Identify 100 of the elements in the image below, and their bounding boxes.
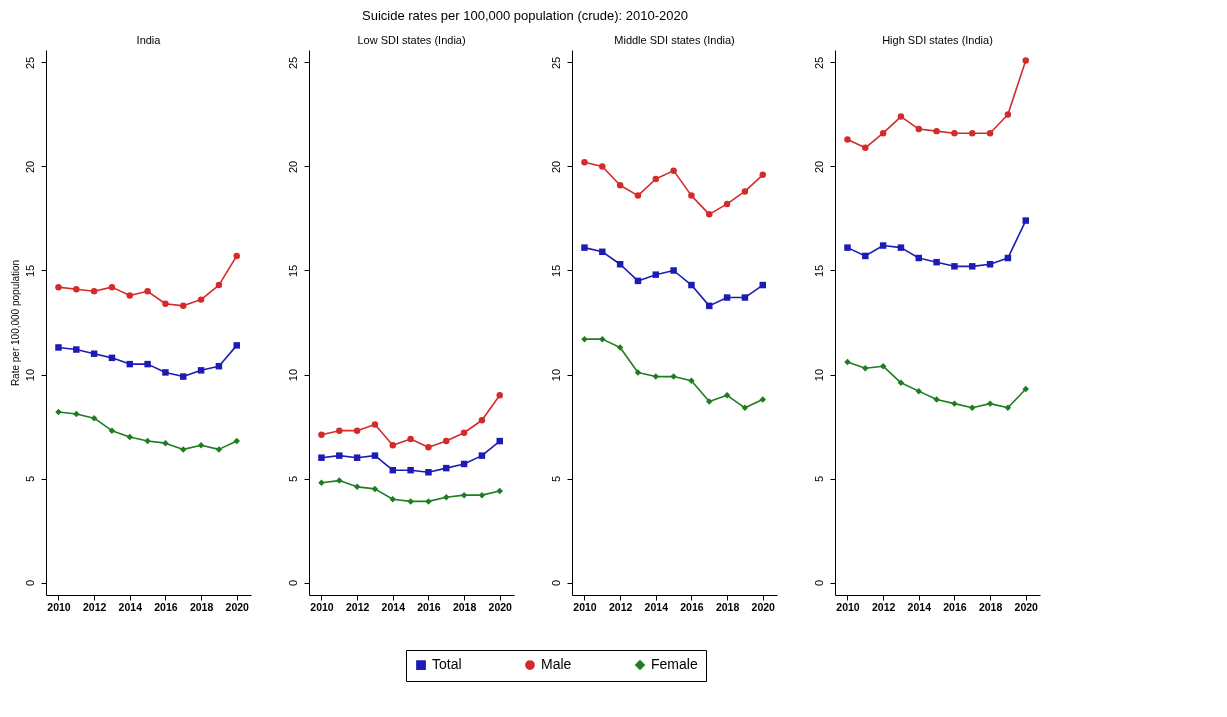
point bbox=[460, 429, 468, 436]
point bbox=[741, 188, 749, 195]
x-tick-label: 2020 bbox=[751, 600, 776, 613]
point bbox=[353, 454, 361, 461]
point bbox=[951, 400, 958, 407]
point bbox=[723, 200, 731, 208]
point bbox=[371, 421, 379, 428]
point bbox=[688, 377, 695, 384]
y-tick-label: 20 bbox=[23, 160, 36, 174]
point bbox=[1022, 385, 1029, 393]
chart-title: India bbox=[136, 34, 162, 46]
x-tick-label: 2016 bbox=[154, 600, 178, 613]
point bbox=[180, 373, 187, 380]
y-tick-label: 25 bbox=[549, 56, 562, 70]
point bbox=[233, 437, 240, 445]
x-tick-label: 2012 bbox=[608, 600, 633, 613]
point bbox=[741, 294, 749, 301]
point bbox=[915, 125, 923, 133]
point bbox=[969, 129, 976, 137]
point bbox=[616, 181, 624, 189]
y-tick-label: 10 bbox=[23, 368, 36, 382]
point bbox=[670, 267, 677, 274]
x-tick-label: 2012 bbox=[82, 600, 107, 613]
point bbox=[634, 192, 642, 199]
point bbox=[197, 296, 205, 303]
y-tick-label: 10 bbox=[812, 368, 825, 382]
legend-label: Total bbox=[432, 656, 462, 673]
point bbox=[969, 404, 976, 412]
point bbox=[126, 433, 134, 441]
point bbox=[759, 171, 766, 179]
point bbox=[897, 379, 905, 387]
point bbox=[180, 302, 187, 310]
y-tick-label: 5 bbox=[23, 475, 36, 483]
y-tick-label: 25 bbox=[23, 56, 36, 70]
x-tick-label: 2016 bbox=[943, 600, 967, 613]
point bbox=[670, 167, 677, 174]
point bbox=[318, 479, 325, 486]
point bbox=[879, 242, 887, 249]
point bbox=[986, 129, 994, 137]
point bbox=[336, 427, 343, 434]
point bbox=[389, 442, 397, 449]
point bbox=[233, 252, 240, 260]
y-tick-label: 20 bbox=[812, 160, 825, 174]
point bbox=[371, 485, 379, 493]
point bbox=[862, 252, 869, 260]
point bbox=[318, 454, 325, 461]
point bbox=[496, 392, 503, 399]
point bbox=[180, 446, 187, 453]
point bbox=[933, 127, 940, 135]
point bbox=[599, 335, 606, 343]
point bbox=[741, 404, 749, 412]
point bbox=[108, 283, 116, 291]
x-tick-label: 2016 bbox=[417, 600, 441, 613]
point bbox=[670, 373, 677, 380]
point bbox=[844, 244, 851, 251]
point bbox=[759, 396, 766, 403]
y-tick-label: 0 bbox=[286, 579, 299, 587]
point bbox=[425, 498, 432, 505]
point bbox=[897, 113, 905, 120]
point bbox=[897, 244, 905, 251]
point bbox=[353, 483, 361, 491]
point bbox=[844, 136, 851, 143]
x-tick-label: 2014 bbox=[381, 600, 406, 613]
point bbox=[581, 159, 588, 166]
y-tick-label: 15 bbox=[812, 264, 825, 278]
point bbox=[215, 281, 223, 289]
point bbox=[162, 369, 169, 376]
point bbox=[652, 271, 660, 278]
point bbox=[933, 258, 940, 266]
point bbox=[879, 129, 887, 137]
point bbox=[706, 398, 713, 405]
point bbox=[371, 452, 379, 459]
point bbox=[425, 444, 432, 451]
y-tick-label: 10 bbox=[549, 368, 562, 382]
point bbox=[581, 244, 588, 251]
x-tick-label: 2010 bbox=[836, 600, 860, 613]
point bbox=[478, 417, 486, 424]
x-tick-label: 2018 bbox=[189, 600, 214, 613]
y-tick-label: 25 bbox=[286, 56, 299, 70]
point bbox=[336, 477, 343, 484]
x-tick-label: 2016 bbox=[680, 600, 704, 613]
x-tick-label: 2012 bbox=[871, 600, 896, 613]
point bbox=[723, 392, 731, 399]
point bbox=[90, 350, 98, 357]
y-tick-label: 0 bbox=[549, 579, 562, 587]
y-tick-label: 15 bbox=[549, 264, 562, 278]
y-tick-label: 5 bbox=[812, 475, 825, 483]
point bbox=[599, 248, 606, 256]
point bbox=[706, 211, 713, 218]
point bbox=[73, 285, 80, 293]
point bbox=[723, 294, 731, 301]
point bbox=[353, 427, 361, 434]
point bbox=[144, 360, 151, 368]
y-tick-label: 5 bbox=[549, 475, 562, 483]
point bbox=[688, 281, 695, 289]
point bbox=[55, 344, 62, 351]
point bbox=[652, 175, 660, 183]
point bbox=[407, 435, 414, 443]
x-tick-label: 2018 bbox=[715, 600, 740, 613]
x-tick-label: 2014 bbox=[644, 600, 669, 613]
